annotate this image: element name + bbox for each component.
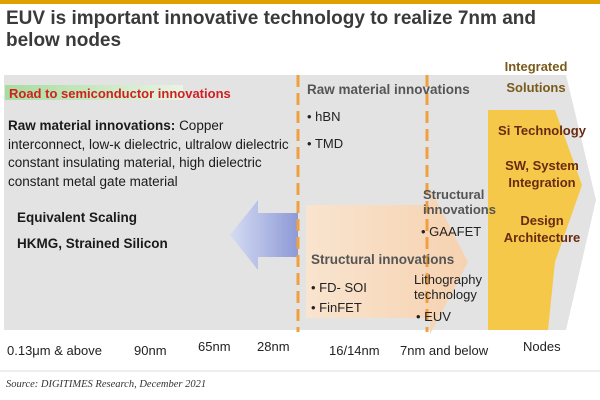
integrated-solutions-arrow-base <box>488 262 555 330</box>
structural-item-label: GAAFET <box>429 224 482 239</box>
lithography-item-euv: • EUV <box>416 309 451 324</box>
raw-material-item-hbn: • hBN <box>307 109 341 124</box>
lithography-heading: Lithography technology <box>414 272 482 302</box>
raw-material-item-tmd: • TMD <box>307 136 344 151</box>
road-label-highlight <box>5 85 183 100</box>
top-accent-bar <box>0 0 600 4</box>
integrated-item-si-technology: Si Technology <box>498 123 586 138</box>
axis-tick-16-14nm: 16/14nm <box>329 343 380 358</box>
raw-material-intro: Raw material innovations: Copper interco… <box>8 117 303 191</box>
integrated-item-design-architecture: Design Architecture <box>503 213 581 245</box>
structural-item-label: FinFET <box>319 300 362 315</box>
structural-item-finfet: • FinFET <box>311 300 362 315</box>
axis-tick-013um: 0.13μm & above <box>7 343 102 358</box>
axis-tick-nodes: Nodes <box>523 339 561 354</box>
structural-item-label: FD- SOI <box>319 280 367 295</box>
raw-material-item-label: TMD <box>314 136 344 151</box>
road-label: Road to semiconductor innovations <box>9 86 231 101</box>
axis-tick-65nm: 65nm <box>198 339 231 354</box>
axis-tick-7nm: 7nm and below <box>400 343 489 358</box>
scaling-arrow <box>230 200 298 270</box>
source-note: Source: DIGITIMES Research, December 202… <box>6 379 207 390</box>
hkmg-label: HKMG, Strained Silicon <box>17 236 168 251</box>
lithography-item-label: EUV <box>424 309 451 324</box>
raw-material-intro-heading: Raw material innovations: <box>8 118 176 133</box>
structural-heading-right: Structural innovations <box>423 187 496 217</box>
integrated-solutions-arrow <box>488 110 582 262</box>
axis-tick-90nm: 90nm <box>134 343 167 358</box>
axis-tick-28nm: 28nm <box>257 339 290 354</box>
structural-item-fdsoi: • FD- SOI <box>311 280 367 295</box>
raw-material-item-label: hBN <box>315 109 341 124</box>
integrated-solutions-heading: Integrated Solutions <box>504 59 568 95</box>
structural-item-gaafet: • GAAFET <box>421 224 482 239</box>
structural-heading-mid: Structural innovations <box>311 252 455 267</box>
raw-material-heading: Raw material innovations <box>307 82 470 97</box>
page-title: EUV is important innovative technology t… <box>6 8 536 51</box>
integrated-item-sw-system: SW, System Integration <box>505 158 579 190</box>
raw-material-intro-text: Copper interconnect, low-κ dielectric, u… <box>8 118 289 189</box>
equivalent-scaling-label: Equivalent Scaling <box>17 210 138 225</box>
